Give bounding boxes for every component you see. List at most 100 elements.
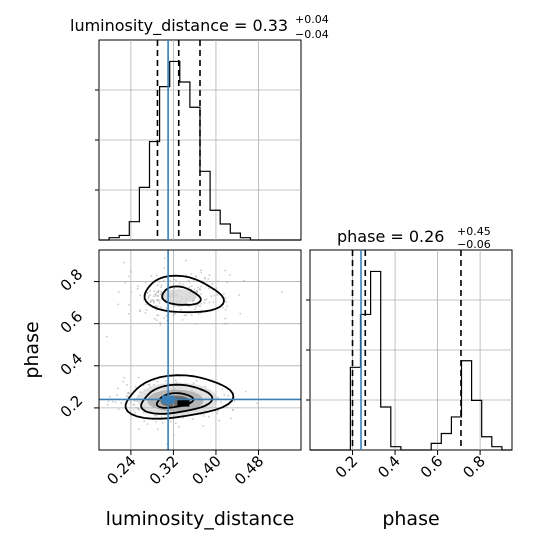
sample-point [221, 388, 224, 390]
sample-point [145, 309, 148, 311]
sample-point [155, 305, 158, 307]
sample-point [178, 425, 180, 428]
sample-point [144, 312, 147, 314]
sample-point [126, 383, 128, 386]
sample-point [161, 421, 164, 424]
sample-point [151, 299, 154, 301]
sample-point [224, 297, 227, 299]
sample-point [202, 415, 205, 417]
sample-point [169, 279, 172, 282]
sample-point [158, 299, 161, 302]
sample-point [157, 290, 160, 292]
sample-point [127, 312, 130, 315]
sample-point [218, 419, 221, 422]
sample-point [175, 279, 177, 282]
phase-xtick-label-3: 0.8 [459, 452, 489, 482]
phase-xtick-label-2: 0.6 [417, 452, 447, 482]
sample-point [188, 279, 190, 282]
sample-point [211, 282, 214, 285]
phase-title-sub: −0.06 [457, 238, 491, 251]
sample-point [223, 293, 225, 295]
sample-point [148, 384, 151, 386]
sample-point [194, 308, 197, 310]
sample-point [181, 319, 184, 321]
sample-point [147, 295, 150, 298]
sample-point [155, 414, 158, 417]
joint-truth-lines [99, 250, 301, 450]
sample-point [191, 418, 194, 420]
sample-point [197, 312, 200, 315]
sample-point [149, 290, 152, 292]
sample-point [207, 277, 210, 280]
sample-point [243, 279, 246, 282]
phase-ytick-label-1: 0.4 [57, 349, 87, 379]
phase-histogram-line [310, 270, 512, 451]
sample-point [226, 305, 229, 308]
sample-point [229, 274, 231, 276]
sample-point [199, 288, 201, 290]
phase-title-sup: +0.45 [457, 225, 491, 238]
sample-point [117, 408, 120, 411]
truth-marker [162, 395, 175, 404]
sample-point [114, 401, 117, 404]
sample-point [136, 400, 138, 402]
sample-point [202, 424, 204, 427]
sample-point [156, 284, 159, 287]
sample-point [143, 420, 146, 423]
sample-point [146, 292, 149, 294]
sample-point [173, 305, 176, 307]
ld-xtick-label-3: 0.48 [231, 452, 267, 488]
sample-point [154, 293, 157, 296]
sample-point [192, 382, 195, 385]
sample-point [137, 408, 140, 411]
contour-lower-inner [155, 392, 195, 409]
sample-point [127, 392, 130, 395]
sample-point [162, 279, 165, 282]
sample-point [224, 317, 227, 320]
sample-point [156, 291, 158, 294]
sample-point [232, 409, 235, 412]
joint-grid [99, 250, 301, 450]
sample-point [155, 421, 157, 423]
sample-point [138, 391, 141, 393]
sample-point [238, 294, 241, 296]
phase-ytick-label-2: 0.6 [57, 307, 87, 337]
sample-point [179, 282, 181, 285]
sample-point [107, 400, 110, 403]
sample-point [109, 395, 111, 398]
sample-point [194, 305, 197, 308]
sample-point [147, 297, 150, 299]
sample-point [132, 409, 135, 411]
sample-point [150, 275, 152, 277]
sample-point [196, 291, 199, 293]
sample-point [155, 295, 157, 297]
sample-point [159, 324, 162, 326]
sample-point [118, 291, 120, 293]
sample-point [125, 395, 128, 398]
sample-point [123, 261, 125, 264]
sample-point [233, 400, 236, 403]
sample-point [200, 269, 202, 272]
sample-point [116, 387, 119, 390]
sample-point [200, 285, 203, 288]
sample-point [127, 395, 129, 398]
sample-point [190, 285, 193, 287]
sample-point [152, 383, 155, 386]
sample-point [146, 423, 149, 425]
sample-point [152, 295, 155, 298]
sample-point [128, 304, 130, 306]
sample-point [224, 269, 227, 272]
sample-point [196, 304, 199, 306]
ld-title: luminosity_distance = 0.33 [70, 16, 288, 36]
sample-point [195, 275, 197, 278]
sample-point [160, 416, 163, 418]
sample-point [153, 299, 155, 301]
phase-marginal-y-ticks [306, 299, 310, 401]
sample-point [193, 288, 196, 291]
sample-point [174, 379, 177, 382]
sample-point [134, 411, 137, 414]
ld-xtick-label-2: 0.40 [188, 452, 224, 488]
density-peak [177, 398, 190, 407]
sample-point [190, 273, 192, 275]
sample-point [174, 312, 177, 315]
